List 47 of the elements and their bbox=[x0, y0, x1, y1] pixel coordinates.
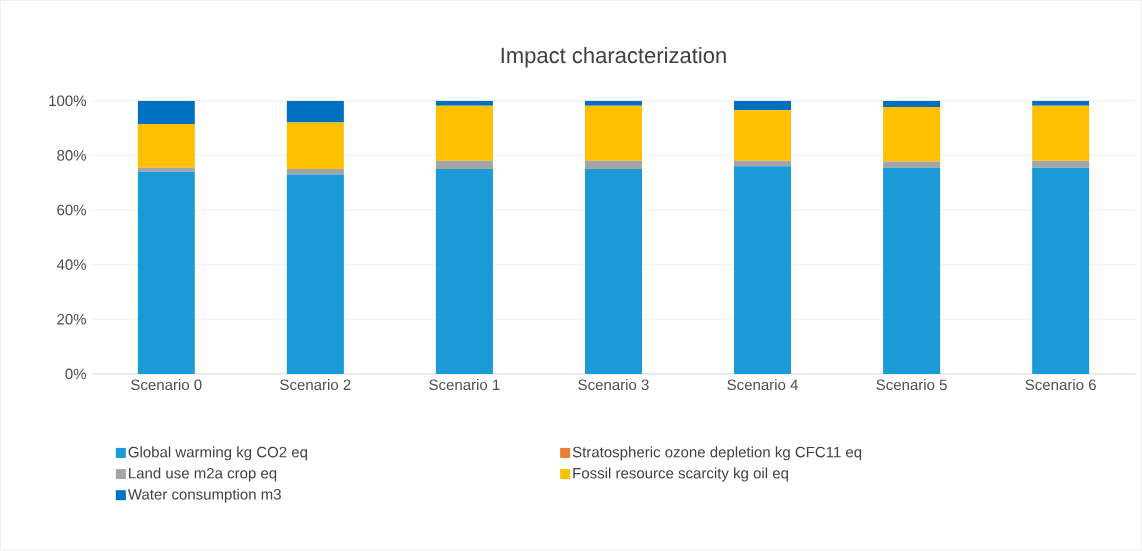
y-tick-label: 40% bbox=[56, 259, 87, 271]
bar bbox=[137, 100, 195, 125]
bar bbox=[137, 124, 195, 168]
x-tick-label: Scenario 6 bbox=[1025, 379, 1096, 391]
x-tick-label: Scenario 2 bbox=[280, 379, 351, 391]
bar bbox=[286, 169, 344, 175]
bar bbox=[734, 160, 792, 167]
bar bbox=[286, 100, 344, 123]
bar bbox=[734, 100, 792, 111]
bar bbox=[1032, 160, 1090, 168]
legend-label: Land use m2a crop eq bbox=[129, 467, 277, 482]
bar bbox=[734, 166, 792, 375]
bar bbox=[137, 167, 195, 172]
y-tick-label: 0% bbox=[65, 368, 87, 380]
bar bbox=[883, 167, 941, 375]
bar bbox=[584, 105, 642, 161]
legend-label: Stratospheric ozone depletion kg CFC11 eq bbox=[572, 446, 862, 461]
bar bbox=[286, 174, 344, 375]
bar bbox=[1032, 167, 1090, 375]
x-tick-label: Scenario 4 bbox=[727, 379, 798, 391]
bar bbox=[435, 160, 493, 170]
legend-label: Water consumption m3 bbox=[127, 488, 281, 503]
bar bbox=[1032, 105, 1090, 161]
bar bbox=[435, 169, 493, 375]
x-tick-label: Scenario 1 bbox=[429, 379, 500, 391]
bar bbox=[883, 100, 941, 108]
bar bbox=[883, 107, 941, 162]
x-tick-label: Scenario 5 bbox=[876, 379, 947, 391]
bar bbox=[1032, 100, 1090, 106]
bar bbox=[883, 161, 941, 168]
legend-label: Global warming kg CO2 eq bbox=[128, 446, 308, 461]
y-tick-label: 60% bbox=[57, 204, 87, 216]
x-tick-label: Scenario 3 bbox=[578, 379, 649, 391]
bar bbox=[584, 100, 642, 106]
bar bbox=[137, 171, 195, 375]
y-tick-label: 20% bbox=[57, 314, 87, 325]
bar bbox=[734, 110, 792, 161]
bar bbox=[584, 169, 642, 375]
legend-label: Fossil resource scarcity kg oil eq bbox=[573, 467, 788, 482]
bar bbox=[435, 100, 493, 106]
x-tick-label: Scenario 0 bbox=[131, 379, 202, 391]
bar bbox=[584, 160, 642, 170]
y-tick-label: 80% bbox=[57, 150, 87, 161]
bar bbox=[286, 122, 344, 170]
chart-title: Impact characterization bbox=[501, 47, 726, 68]
bar bbox=[435, 105, 493, 161]
y-tick-label: 100% bbox=[49, 95, 87, 107]
